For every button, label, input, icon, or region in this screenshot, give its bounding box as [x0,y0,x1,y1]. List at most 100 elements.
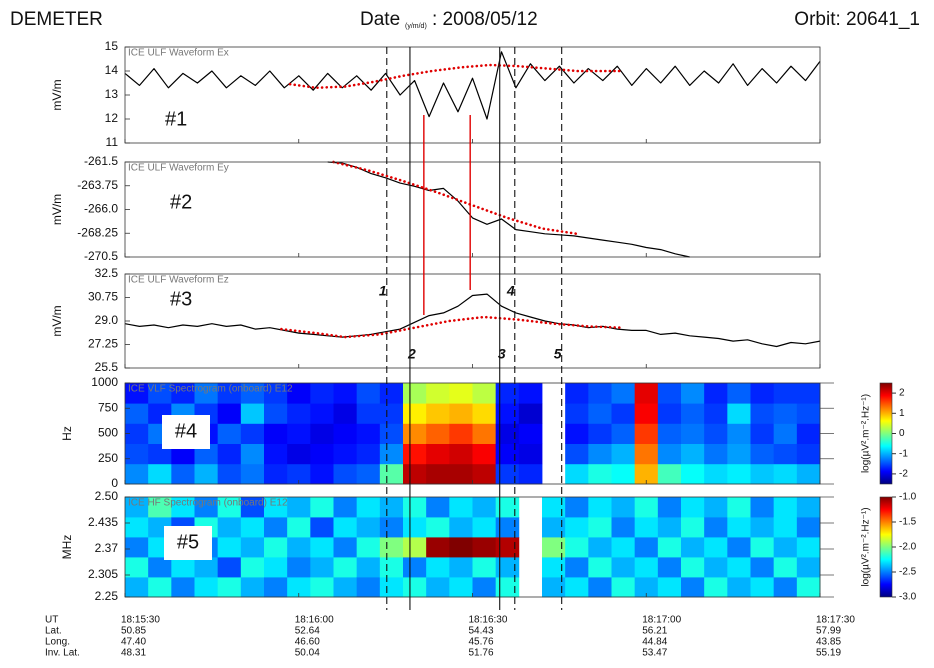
row-label: Inv. Lat. [45,648,80,659]
spectrogram-cell [148,463,172,485]
y-tick-label: 25.5 [95,360,119,374]
x-tick-label: 18:16:00 [295,615,334,626]
spectrogram-cell [217,443,242,465]
spectrogram-cell [495,557,520,578]
spectrogram-cell [217,383,242,404]
spectrogram-cell [472,537,497,558]
y-tick-label: 1000 [91,375,118,389]
spectrogram-cell [495,517,520,538]
spectrogram-cell [217,423,242,444]
y-tick-label: -263.75 [77,178,118,192]
spectrogram-cell [657,423,682,444]
spectrogram-cell [287,403,311,424]
spectrogram-cell [518,443,543,465]
spectrogram-cell [310,517,334,538]
colorbar-tick-label: -1.5 [899,517,917,528]
spectrogram-cell [194,557,219,578]
y-tick-label: 250 [98,451,118,465]
fit-curve [332,160,579,236]
panel-label: #5 [177,531,199,553]
y-tick-label: 30.75 [88,290,118,304]
spectrogram-cell [333,577,358,598]
spectrogram-cell [611,537,636,558]
spectrogram-cell [750,577,775,598]
spectrogram-cell [264,517,288,538]
spectrogram-cell [171,463,195,485]
spectrogram-cell [356,383,381,404]
spectrogram-cell [125,557,149,578]
spectrogram-cell [681,443,705,465]
x-tick-label: 18:16:30 [469,615,508,626]
spectrogram-cell [611,557,636,578]
spectrogram-cell [194,383,219,404]
spectrogram-cell [681,403,705,424]
y-axis-label: Hz [60,426,74,441]
spectrogram-cell [634,557,659,578]
panel-title: ICE ULF Waveform Ez [128,275,229,286]
spectrogram-cell [704,463,728,485]
spectrogram-cell [310,557,334,578]
panel-label: #2 [170,191,192,213]
spectrogram-cell [426,537,450,558]
spectrogram-cell [773,497,798,518]
spectrogram-cell [217,557,242,578]
spectrogram-cell [379,463,404,485]
spectrogram-cell [426,517,450,538]
spectrogram-cell [356,577,381,598]
spectrogram-cell [634,463,659,485]
spectrogram-cell [704,537,728,558]
spectrogram-cell [449,423,473,444]
spectrogram-cell [727,557,751,578]
fit-curve [288,63,625,90]
colorbar-tick-label: 0 [899,428,905,439]
spectrogram-cell [704,383,728,404]
spectrogram-cell [426,463,450,485]
panel-label: #1 [165,108,187,130]
y-tick-label: 0 [111,476,118,490]
spectrogram-cell [750,443,775,465]
spectrogram-cell [148,383,172,404]
y-tick-label: 15 [105,39,119,53]
spectrogram-cell [333,537,358,558]
spectrogram-cell [704,557,728,578]
y-tick-label: 2.37 [95,541,119,555]
spectrogram-cell [611,517,636,538]
spectrogram-cell [379,497,404,518]
spectrogram-cell [773,463,798,485]
waveform [124,51,821,120]
spectrogram-cell [657,557,682,578]
coord-value: 50.04 [295,648,320,659]
spectrogram-cell [704,517,728,538]
coord-value: 53.47 [642,648,667,659]
spectrogram-cell [403,557,427,578]
spectrogram-cell [449,537,473,558]
spectrogram-cell [240,537,265,558]
y-axis-label: mV/m [50,194,64,225]
spectrogram-cell [542,537,566,558]
spectrogram-cell [681,577,705,598]
spectrogram-cell [449,383,473,404]
date-value: : 2008/05/12 [432,9,538,30]
spectrogram-cell [727,537,751,558]
spectrogram-cell [194,463,219,485]
spectrogram-cell [333,517,358,538]
y-tick-label: 2.305 [88,567,118,581]
spectrogram-cell [333,443,358,465]
spectrogram-cell [449,463,473,485]
coord-value: 57.99 [816,626,841,637]
spectrogram-cell [333,497,358,518]
spectrogram-cell [472,383,497,404]
spectrogram-cell [240,557,265,578]
spectrogram-cell [472,497,497,518]
spectrogram-cell [356,497,381,518]
mission: DEMETER [10,9,103,30]
spectrogram-cell [287,463,311,485]
spectrogram-cell [449,577,473,598]
colorbar-tick-label: -1.0 [899,492,917,503]
y-tick-label: 12 [105,111,119,125]
spectrogram-cell [495,463,520,485]
spectrogram-cell [240,423,265,444]
panel-frame [124,273,821,369]
spectrogram-cell [704,423,728,444]
y-tick-label: -268.25 [77,225,118,239]
